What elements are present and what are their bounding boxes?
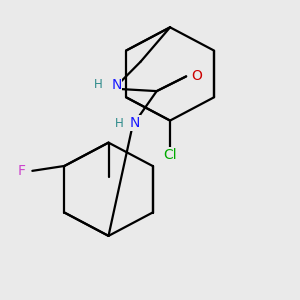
Text: H: H bbox=[93, 79, 102, 92]
Text: F: F bbox=[18, 164, 26, 178]
Text: N: N bbox=[130, 116, 140, 130]
Text: N: N bbox=[111, 78, 122, 92]
Text: Cl: Cl bbox=[163, 148, 177, 162]
Text: Cl: Cl bbox=[163, 148, 177, 162]
Text: H: H bbox=[115, 116, 124, 130]
Text: O: O bbox=[191, 69, 202, 83]
